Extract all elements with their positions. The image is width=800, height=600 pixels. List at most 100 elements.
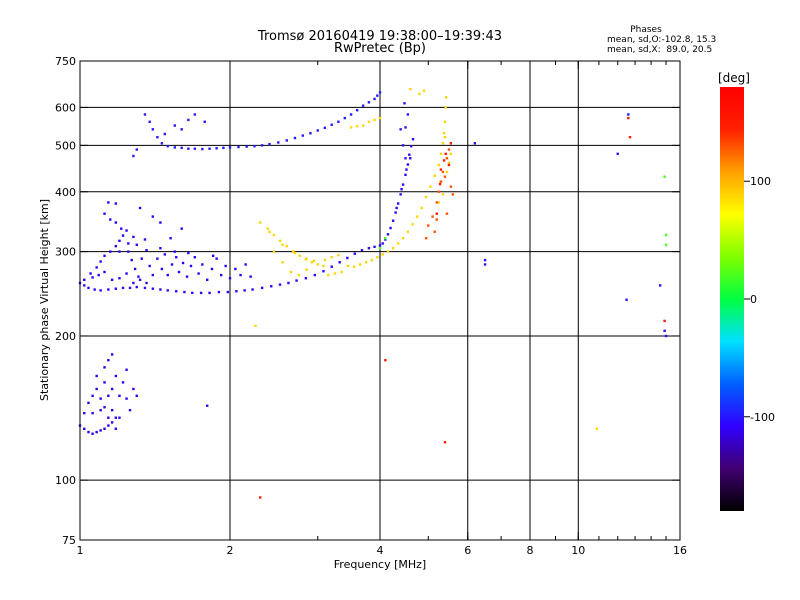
data-point — [243, 289, 246, 292]
colorbar — [720, 87, 744, 511]
data-point — [316, 263, 319, 266]
data-point — [208, 291, 211, 295]
data-point — [433, 230, 436, 233]
data-point — [391, 219, 395, 222]
data-point — [437, 163, 441, 167]
data-point — [222, 146, 225, 150]
data-point — [435, 218, 438, 221]
data-point — [99, 260, 102, 263]
data-point — [370, 258, 373, 262]
data-point — [616, 152, 619, 156]
data-point — [483, 263, 487, 266]
data-point — [145, 281, 148, 285]
data-point — [337, 120, 340, 123]
data-point — [193, 147, 197, 150]
x-axis-label: Frequency [MHz] — [334, 558, 426, 571]
data-point — [118, 277, 121, 280]
data-point — [281, 261, 284, 264]
legend-line-o: mean, sd,O:-102.8, 15.3 — [607, 35, 716, 45]
data-point — [409, 157, 412, 160]
data-point — [367, 101, 371, 104]
data-point — [145, 249, 148, 252]
data-point — [110, 278, 114, 281]
data-point — [138, 206, 142, 210]
data-point — [305, 268, 308, 271]
data-point — [270, 285, 273, 288]
data-point — [97, 273, 100, 277]
data-point — [441, 193, 445, 196]
data-point — [399, 193, 402, 196]
data-point — [226, 290, 230, 294]
data-point — [166, 289, 169, 292]
data-point — [193, 113, 197, 116]
data-point — [406, 163, 410, 166]
data-point — [663, 329, 666, 333]
colorbar-tick-label: 0 — [750, 293, 757, 306]
data-point — [143, 238, 147, 241]
data-point — [447, 163, 451, 167]
legend-box: Phases mean, sd,O:-102.8, 15.3 mean, sd,… — [607, 25, 716, 55]
data-point — [625, 298, 628, 301]
data-point — [444, 106, 447, 109]
data-point — [323, 258, 327, 262]
data-point — [327, 273, 330, 277]
data-point — [287, 281, 290, 285]
data-point — [159, 246, 162, 250]
data-point — [91, 394, 94, 398]
data-point — [349, 113, 353, 116]
data-point — [435, 201, 438, 204]
data-point — [133, 267, 137, 271]
data-point — [166, 273, 169, 277]
chart-title: Tromsø 20160419 19:38:00–19:39:43 — [257, 29, 502, 44]
data-point — [403, 102, 406, 105]
legend-line-x: mean, sd,X: 89.0, 20.5 — [607, 45, 712, 55]
data-point — [91, 276, 94, 279]
y-tick-label: 75 — [62, 534, 76, 547]
data-point — [125, 368, 128, 371]
data-point — [429, 185, 432, 188]
data-point — [199, 291, 203, 295]
data-point — [110, 353, 114, 356]
data-point — [355, 109, 359, 112]
data-point — [330, 256, 333, 259]
data-point — [260, 286, 264, 290]
data-point — [249, 275, 252, 278]
data-point — [260, 144, 264, 147]
data-point — [272, 250, 276, 253]
x-tick-label: 8 — [527, 544, 534, 557]
data-point — [483, 258, 487, 262]
data-point — [272, 233, 276, 237]
data-point — [211, 254, 215, 258]
data-point — [268, 230, 271, 233]
data-point — [399, 128, 402, 131]
data-point — [367, 120, 371, 123]
chart-subtitle: RwPretec (Bp) — [334, 41, 426, 56]
data-point — [340, 270, 343, 274]
data-point — [360, 249, 364, 252]
data-point — [83, 278, 86, 281]
data-point — [95, 266, 98, 269]
data-point — [237, 145, 240, 149]
data-point — [441, 142, 445, 145]
data-point — [312, 259, 316, 263]
data-point — [373, 245, 376, 249]
data-point — [239, 273, 242, 277]
data-point — [424, 236, 428, 240]
data-point — [118, 394, 121, 398]
x-tick-label: 2 — [227, 544, 234, 557]
data-point — [627, 116, 630, 120]
y-tick-label: 100 — [55, 474, 76, 487]
data-point — [245, 145, 248, 148]
data-point — [235, 290, 238, 293]
data-point — [135, 285, 138, 289]
data-point — [107, 288, 110, 291]
data-point — [177, 270, 181, 274]
data-point — [473, 142, 477, 145]
data-point — [424, 195, 428, 199]
data-point — [301, 134, 305, 137]
data-point — [127, 242, 130, 245]
data-point — [404, 126, 407, 129]
data-point — [395, 206, 398, 210]
data-point — [175, 256, 178, 259]
data-point — [244, 263, 247, 266]
